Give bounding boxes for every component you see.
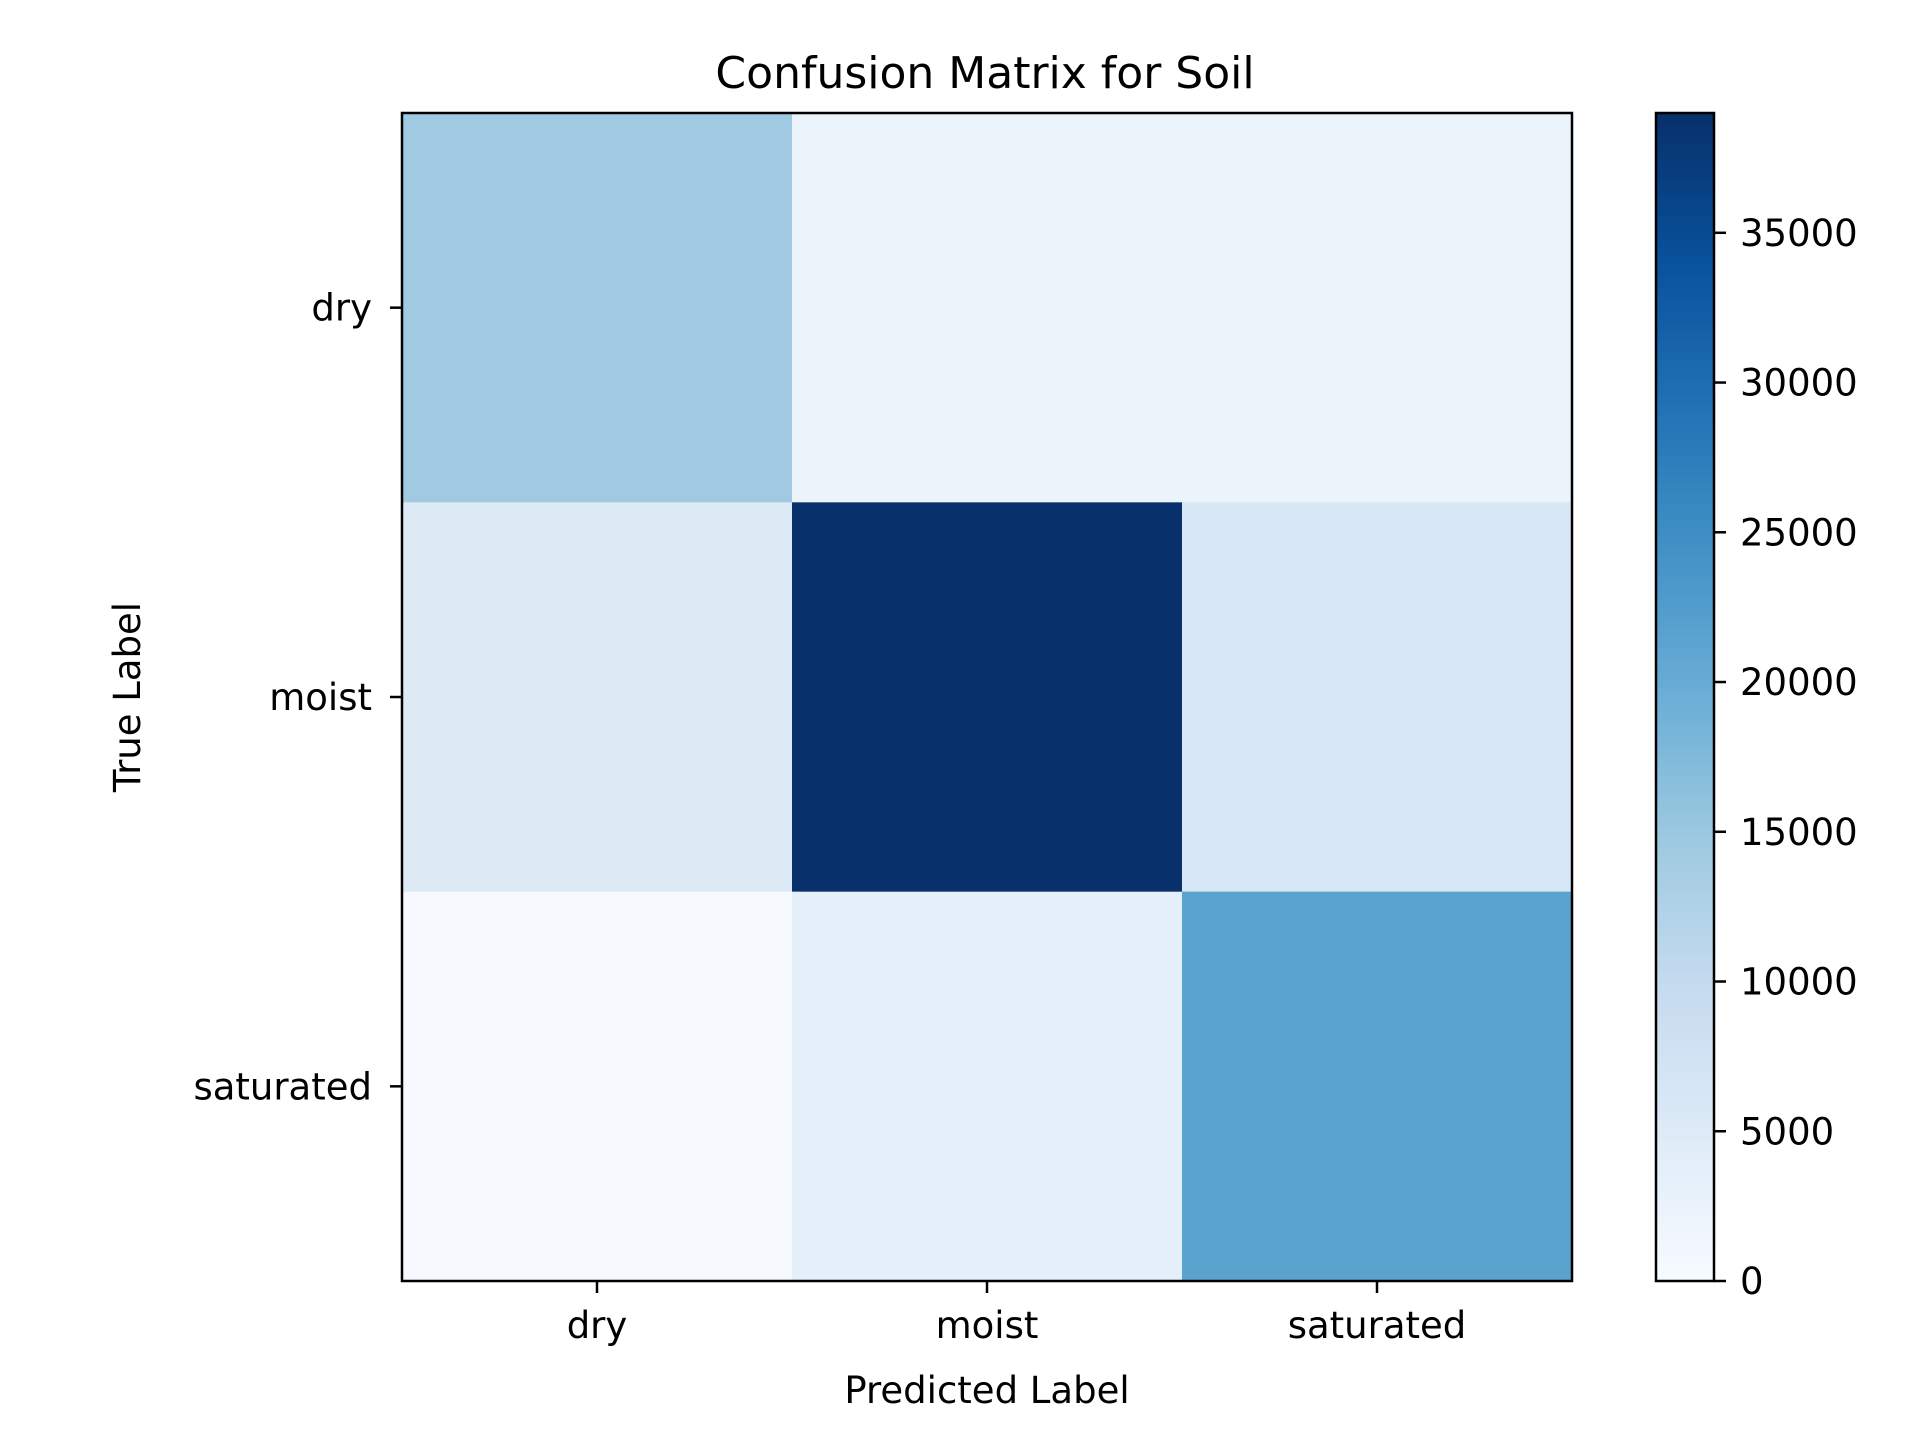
colorbar-tick-label: 20000	[1740, 661, 1858, 704]
heatmap-cell	[402, 891, 793, 1282]
x-axis-ticks: dry moist saturated	[567, 1281, 1467, 1347]
x-tick-label: dry	[567, 1304, 628, 1347]
colorbar-frame	[1654, 111, 1716, 1283]
y-tick-label: dry	[311, 287, 372, 330]
x-tick-label: moist	[936, 1304, 1039, 1347]
colorbar-tick-label: 25000	[1740, 511, 1858, 554]
colorbar-tick-label: 15000	[1740, 811, 1858, 854]
heatmap-cell	[402, 113, 793, 503]
y-axis-ticks: dry moist saturated	[193, 287, 402, 1108]
y-tick-label: saturated	[193, 1065, 372, 1108]
heatmap-cells	[402, 113, 1573, 1282]
x-tick-label: saturated	[1288, 1304, 1467, 1347]
heatmap-cell	[792, 502, 1183, 893]
x-axis-label: Predicted Label	[844, 1369, 1129, 1412]
colorbar-ticks: 0 5000 10000 15000 20000 25000 30000 35000	[1714, 212, 1858, 1303]
y-axis-label: True Label	[106, 602, 149, 793]
heatmap-cell	[1182, 891, 1573, 1282]
colorbar-tick-label: 5000	[1740, 1110, 1834, 1153]
heatmap-cell	[792, 113, 1183, 503]
colorbar-tick-label: 10000	[1740, 961, 1858, 1004]
colorbar-tick-label: 35000	[1740, 212, 1858, 255]
heatmap-cell	[402, 502, 793, 893]
heatmap-cell	[1182, 113, 1573, 503]
chart-title: Confusion Matrix for Soil	[715, 48, 1254, 99]
y-tick-label: moist	[269, 676, 372, 719]
colorbar	[1656, 113, 1714, 1281]
colorbar-tick-label: 30000	[1740, 362, 1858, 405]
heatmap-cell	[1182, 502, 1573, 893]
heatmap-cell	[792, 891, 1183, 1282]
colorbar-tick-label: 0	[1740, 1260, 1764, 1303]
